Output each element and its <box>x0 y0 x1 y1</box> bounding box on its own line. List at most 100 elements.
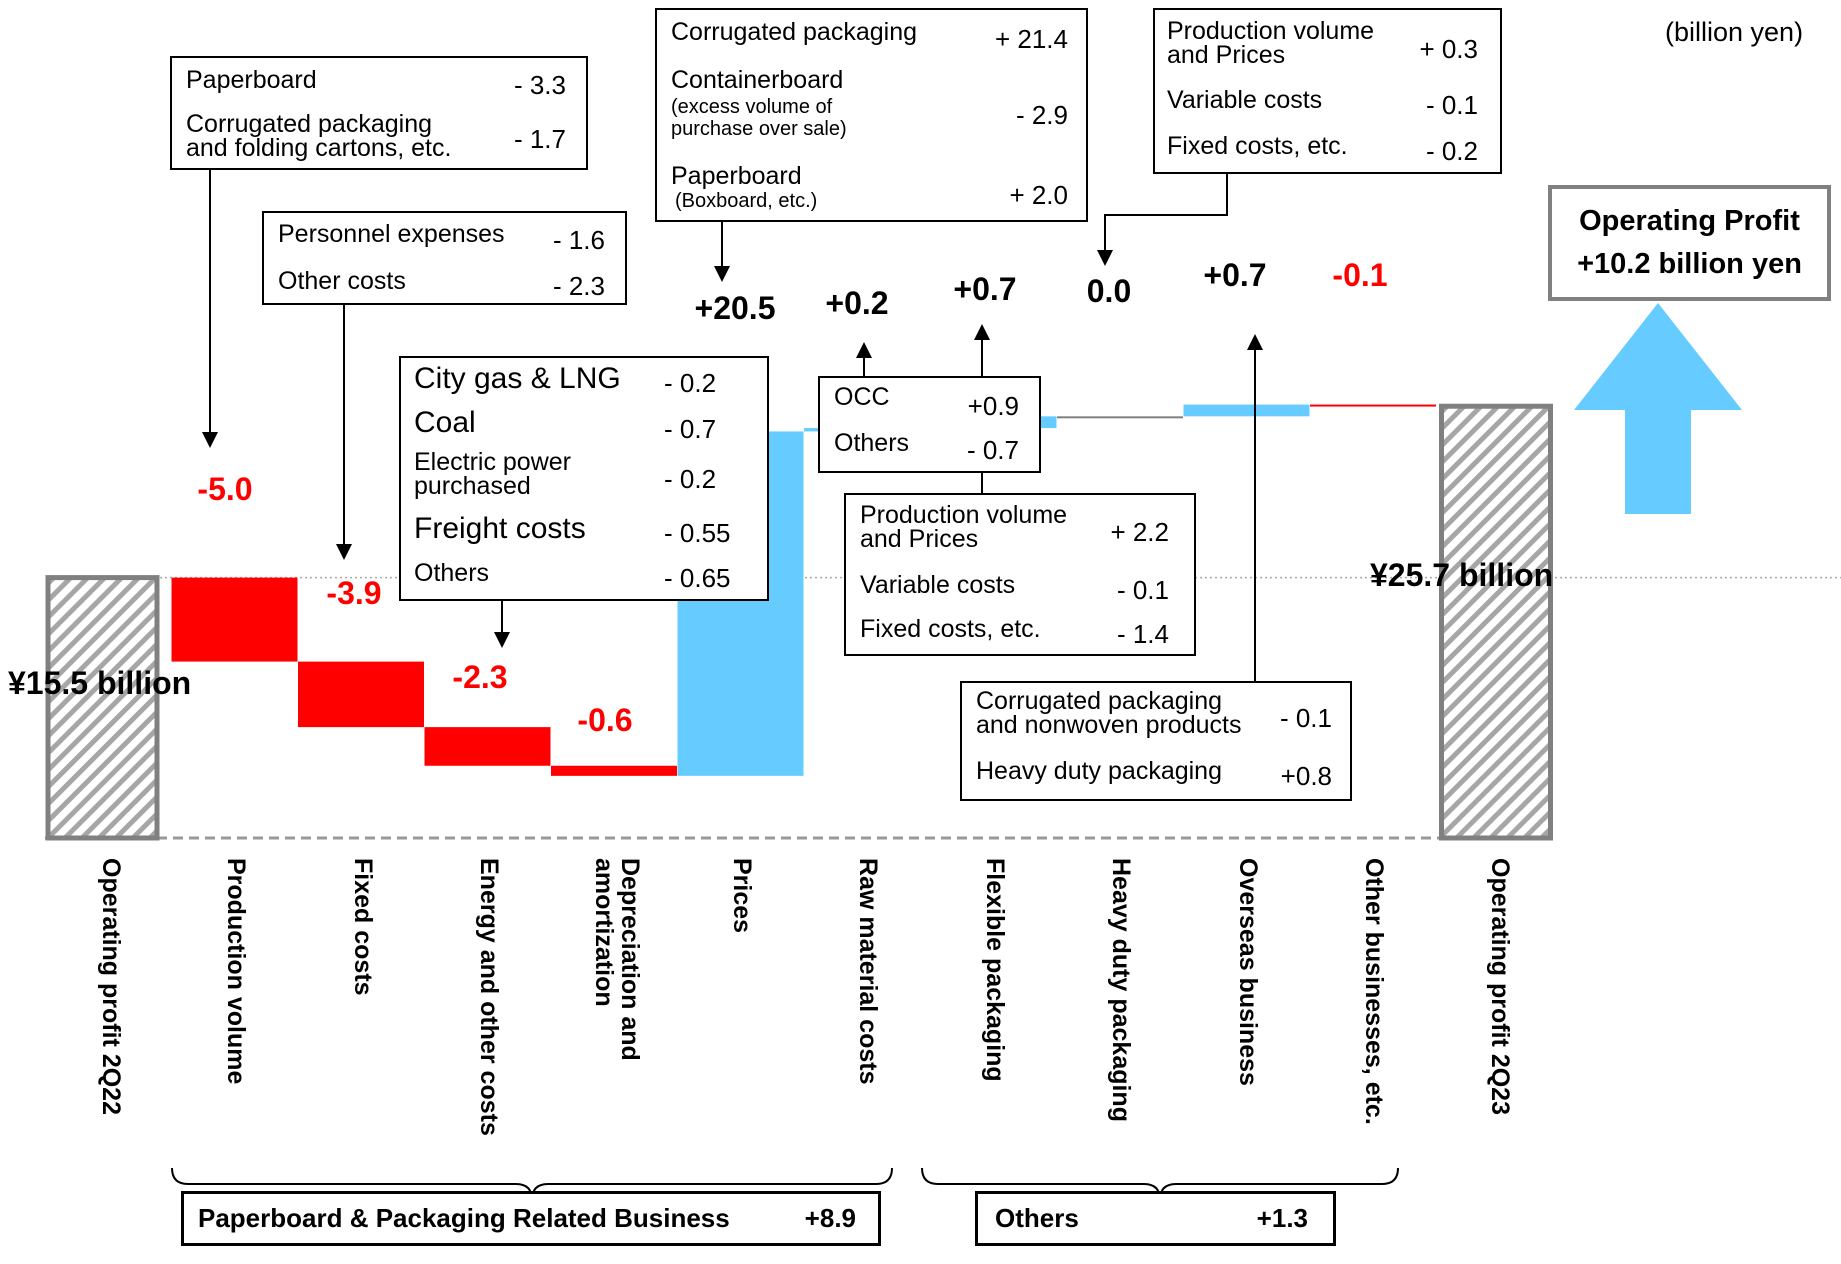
callout-label: Others <box>834 429 910 457</box>
callout-sublabel: (excess volume of purchase over sale) <box>671 96 847 140</box>
bar-end <box>1439 403 1553 841</box>
step-label-flexible-packaging: +0.7 <box>953 271 1017 307</box>
bar-step-4 <box>551 765 677 776</box>
callout-label: Personnel expenses <box>278 220 505 248</box>
callout-value: - 0.2 <box>664 368 717 398</box>
bar-step-9 <box>1183 404 1310 417</box>
callout-value: - 0.7 <box>664 414 717 444</box>
category-label-production-volume: Production volume <box>222 858 250 1085</box>
segment-value: +8.9 <box>804 1203 856 1233</box>
segment-label: Paperboard & Packaging Related Business <box>198 1203 730 1233</box>
callout-label: Coal <box>414 406 476 439</box>
callout-other-businesses: Production volume and Prices + 0.3 Varia… <box>1153 8 1502 174</box>
callout-label: Fixed costs, etc. <box>860 615 1041 643</box>
bar-step-3 <box>424 727 551 766</box>
callout-label: Corrugated packaging <box>671 18 917 46</box>
result-line-1: Operating Profit <box>1579 205 1800 237</box>
step-label-overseas: +0.7 <box>1203 257 1267 293</box>
callout-label: Paperboard <box>186 66 317 94</box>
bar-step-8 <box>1057 416 1183 419</box>
callout-value: - 0.1 <box>1279 703 1332 733</box>
callout-label: Containerboard <box>671 66 844 94</box>
callout-label: Corrugated packaging and nonwoven produc… <box>976 687 1242 739</box>
category-label-raw-material: Raw material costs <box>854 858 882 1085</box>
step-label-fixed-costs: -3.9 <box>326 575 382 611</box>
callout-label: Variable costs <box>860 571 1016 599</box>
bar-step-10 <box>1310 404 1436 407</box>
callout-value: - 0.55 <box>664 518 731 548</box>
callout-raw-material: OCC +0.9 Others - 0.7 <box>818 376 1041 473</box>
bar-step-2 <box>298 661 424 728</box>
callout-label: City gas & LNG <box>414 362 621 395</box>
step-label-raw-material: +0.2 <box>825 285 889 321</box>
callout-value: + 2.0 <box>1009 180 1068 210</box>
callout-label: Heavy duty packaging <box>976 757 1222 785</box>
callout-label: Others <box>414 559 490 587</box>
category-label-start: Operating profit 2Q22 <box>97 858 125 1115</box>
step-label-prices: +20.5 <box>694 290 776 326</box>
callout-fixed-costs: Personnel expenses - 1.6 Other costs - 2… <box>262 211 627 305</box>
callout-label: Freight costs <box>414 512 586 545</box>
segment-label: Others <box>995 1203 1079 1233</box>
category-label-flexible-packaging: Flexible packaging <box>981 858 1009 1082</box>
operating-profit-result-box: Operating Profit +10.2 billion yen <box>1548 185 1831 301</box>
callout-flexible-packaging: Production volume and Prices + 2.2 Varia… <box>844 493 1196 656</box>
callout-value: - 0.1 <box>1425 90 1478 120</box>
callout-value: - 3.3 <box>513 70 566 100</box>
segment-box-paperboard: Paperboard & Packaging Related Business … <box>181 1191 881 1246</box>
callout-label: Corrugated packaging and folding cartons… <box>186 110 452 162</box>
callout-label: Other costs <box>278 267 406 295</box>
callout-energy: City gas & LNG - 0.2 Coal - 0.7 Electric… <box>399 356 769 601</box>
callout-value: - 0.65 <box>664 563 731 593</box>
bar-start <box>45 575 160 841</box>
callout-production-volume: Paperboard - 3.3 Corrugated packaging an… <box>170 56 588 170</box>
start-value-label: ¥15.5 billion <box>8 665 192 701</box>
callout-value: - 1.7 <box>513 124 566 154</box>
callout-label: Electric power purchased <box>414 448 571 500</box>
step-label-production-volume: -5.0 <box>197 471 253 507</box>
category-label-overseas: Overseas business <box>1234 858 1262 1086</box>
category-label-energy: Energy and other costs <box>475 858 503 1136</box>
category-label-other-businesses: Other businesses, etc. <box>1360 858 1388 1125</box>
callout-value: + 0.3 <box>1419 34 1478 64</box>
category-label-heavy-duty-packaging: Heavy duty packaging <box>1107 858 1135 1122</box>
callout-label: Paperboard <box>671 162 802 190</box>
callout-label: Production volume and Prices <box>860 501 1068 553</box>
callout-sublabel: (Boxboard, etc.) <box>675 190 818 212</box>
segment-box-others: Others +1.3 <box>975 1191 1336 1246</box>
callout-overseas: Corrugated packaging and nonwoven produc… <box>960 681 1352 801</box>
increase-arrow-icon <box>1574 303 1742 514</box>
callout-label: Production volume and Prices <box>1167 17 1375 69</box>
callout-value: - 2.9 <box>1015 100 1068 130</box>
callout-value: - 0.1 <box>1116 575 1169 605</box>
bar-step-1 <box>171 577 298 662</box>
callout-label: OCC <box>834 383 890 411</box>
callout-value: - 0.7 <box>966 435 1019 465</box>
category-label-depreciation: Depreciation and amortization <box>590 858 644 1061</box>
category-label-end: Operating profit 2Q23 <box>1486 858 1514 1115</box>
category-label-fixed-costs: Fixed costs <box>349 858 377 996</box>
callout-value: - 1.6 <box>552 225 605 255</box>
segment-value: +1.3 <box>1256 1203 1308 1233</box>
result-line-2: +10.2 billion yen <box>1577 248 1802 280</box>
callout-value: + 21.4 <box>994 24 1068 54</box>
step-label-depreciation: -0.6 <box>577 702 633 738</box>
callout-prices: Corrugated packaging + 21.4 Containerboa… <box>655 8 1088 222</box>
step-label-other-businesses: -0.1 <box>1332 257 1388 293</box>
callout-label: Fixed costs, etc. <box>1167 132 1348 160</box>
callout-value: - 0.2 <box>1425 136 1478 166</box>
callout-value: +0.9 <box>967 391 1019 421</box>
end-value-label: ¥25.7 billion <box>1370 557 1554 593</box>
category-label-prices: Prices <box>728 858 756 934</box>
callout-value: - 0.2 <box>664 464 717 494</box>
callout-value: - 1.4 <box>1116 619 1169 649</box>
step-label-energy: -2.3 <box>452 659 508 695</box>
callout-value: + 2.2 <box>1110 517 1169 547</box>
callout-value: +0.8 <box>1280 761 1332 791</box>
step-label-heavy-duty-packaging: 0.0 <box>1086 273 1132 309</box>
callout-label: Variable costs <box>1167 86 1323 114</box>
callout-value: - 2.3 <box>552 271 605 301</box>
unit-note: (billion yen) <box>1665 17 1804 47</box>
arrow-other-businesses <box>1097 174 1228 266</box>
